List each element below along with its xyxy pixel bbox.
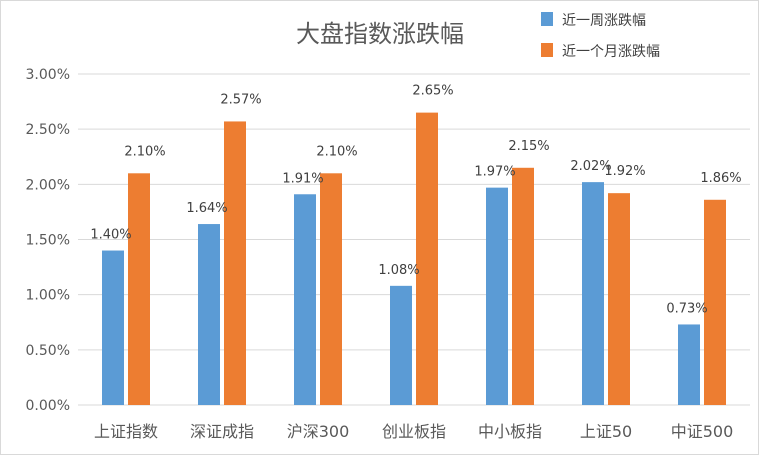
bar-monthly [320, 173, 342, 405]
x-tick-label: 上证指数 [94, 422, 158, 441]
legend-label-monthly: 近一个月涨跌幅 [562, 44, 660, 60]
bar-weekly [102, 250, 124, 405]
bar-weekly [678, 324, 700, 405]
data-label: 1.86% [700, 171, 741, 186]
data-label: 2.15% [508, 139, 549, 154]
bar-monthly [416, 112, 438, 405]
data-label: 2.10% [316, 144, 357, 159]
x-tick-label: 创业板指 [382, 422, 446, 441]
bar-weekly [486, 187, 508, 405]
data-label: 1.64% [186, 201, 227, 216]
legend-label-weekly: 近一周涨跌幅 [562, 13, 646, 29]
chart-title: 大盘指数涨跌幅 [296, 20, 464, 48]
y-tick-label: 1.50% [26, 233, 70, 249]
data-label: 2.57% [220, 92, 261, 107]
bar-monthly [224, 121, 246, 406]
bar-monthly [608, 193, 630, 405]
y-tick-label: 2.00% [26, 177, 70, 193]
y-tick-label: 3.00% [26, 67, 70, 83]
data-label: 1.08% [378, 263, 419, 278]
data-label: 1.97% [474, 165, 515, 180]
legend: 近一周涨跌幅 近一个月涨跌幅 [541, 12, 660, 60]
bar-weekly [582, 182, 604, 405]
y-tick-label: 0.50% [26, 343, 70, 359]
legend-swatch-weekly [541, 12, 553, 26]
x-tick-label: 沪深300 [287, 422, 350, 441]
bar-monthly [704, 199, 726, 405]
data-label: 1.40% [90, 228, 131, 243]
data-label: 2.02% [570, 159, 611, 174]
legend-swatch-monthly [541, 43, 553, 57]
bar-monthly [512, 167, 534, 405]
bar-weekly [390, 285, 412, 405]
x-tick-label: 上证50 [580, 422, 632, 441]
x-tick-label: 中证500 [671, 422, 734, 441]
data-label: 2.65% [412, 84, 453, 99]
data-label: 1.91% [282, 171, 323, 186]
bar-weekly [294, 194, 316, 405]
y-tick-label: 2.50% [26, 122, 70, 138]
y-tick-label: 0.00% [26, 398, 70, 414]
data-label: 1.92% [604, 164, 645, 179]
data-label: 2.10% [124, 144, 165, 159]
bar-monthly [128, 173, 150, 405]
y-tick-label: 1.00% [26, 288, 70, 304]
x-tick-label: 中小板指 [478, 422, 542, 441]
data-label: 0.73% [666, 301, 707, 316]
bar-weekly [198, 224, 220, 405]
x-tick-label: 深证成指 [190, 422, 254, 441]
